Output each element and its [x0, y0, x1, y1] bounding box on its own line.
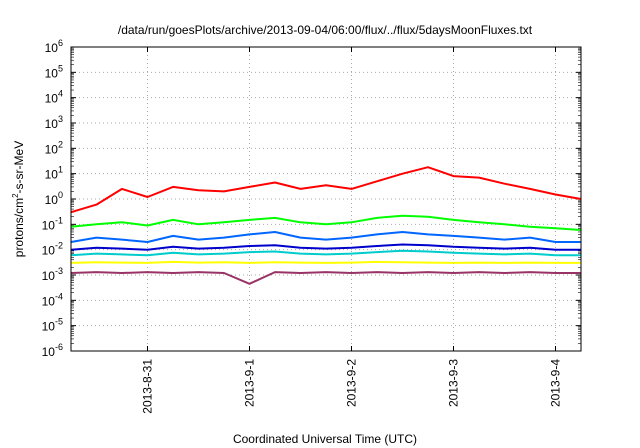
y-tick-label: 102	[45, 139, 63, 156]
x-tick-label: 2013-9-2	[345, 359, 359, 407]
series-lines	[70, 166, 582, 285]
y-tick-label: 101	[45, 165, 63, 182]
y-axis-label: protons/cm2-s-sr-MeV	[11, 141, 26, 257]
y-tick-label: 100	[45, 190, 63, 207]
series-line-3	[70, 231, 581, 243]
y-tick-label: 10-2	[42, 241, 63, 258]
x-tick-labels: 2013-8-31 2013-9-1 2013-9-2 2013-9-3 2013-9-…	[141, 359, 563, 414]
y-tick-label: 105	[45, 63, 63, 80]
series-line-5	[70, 249, 581, 257]
y-tick-label: 10-6	[42, 342, 63, 359]
x-tick-label: 2013-9-1	[243, 359, 257, 407]
y-tick-label: 106	[45, 38, 63, 55]
y-tick-label: 103	[45, 114, 63, 131]
series-line-6	[70, 260, 581, 264]
x-axis-label: Coordinated Universal Time (UTC)	[233, 432, 417, 446]
series-line-4	[70, 243, 581, 251]
series-line-7	[70, 271, 581, 285]
chart-title: /data/run/goesPlots/archive/2013-09-04/0…	[118, 23, 533, 37]
x-tick-label: 2013-9-3	[447, 359, 461, 407]
y-tick-label: 10-5	[42, 317, 63, 334]
x-tick-label: 2013-9-4	[549, 359, 563, 407]
y-tick-label: 10-4	[42, 291, 63, 308]
y-tick-labels: 10-6 10-5 10-4 10-3 10-2 10-1 100 101 102 103 104 1…	[42, 38, 63, 359]
series-line-1	[70, 166, 582, 214]
y-tick-label: 10-1	[42, 215, 63, 232]
y-tick-label: 104	[45, 89, 63, 106]
plot-frame	[70, 46, 582, 352]
grid-lines	[71, 46, 581, 352]
y-tick-label: 10-3	[42, 266, 63, 283]
series-line-2	[70, 214, 582, 231]
x-tick-label: 2013-8-31	[141, 359, 155, 414]
